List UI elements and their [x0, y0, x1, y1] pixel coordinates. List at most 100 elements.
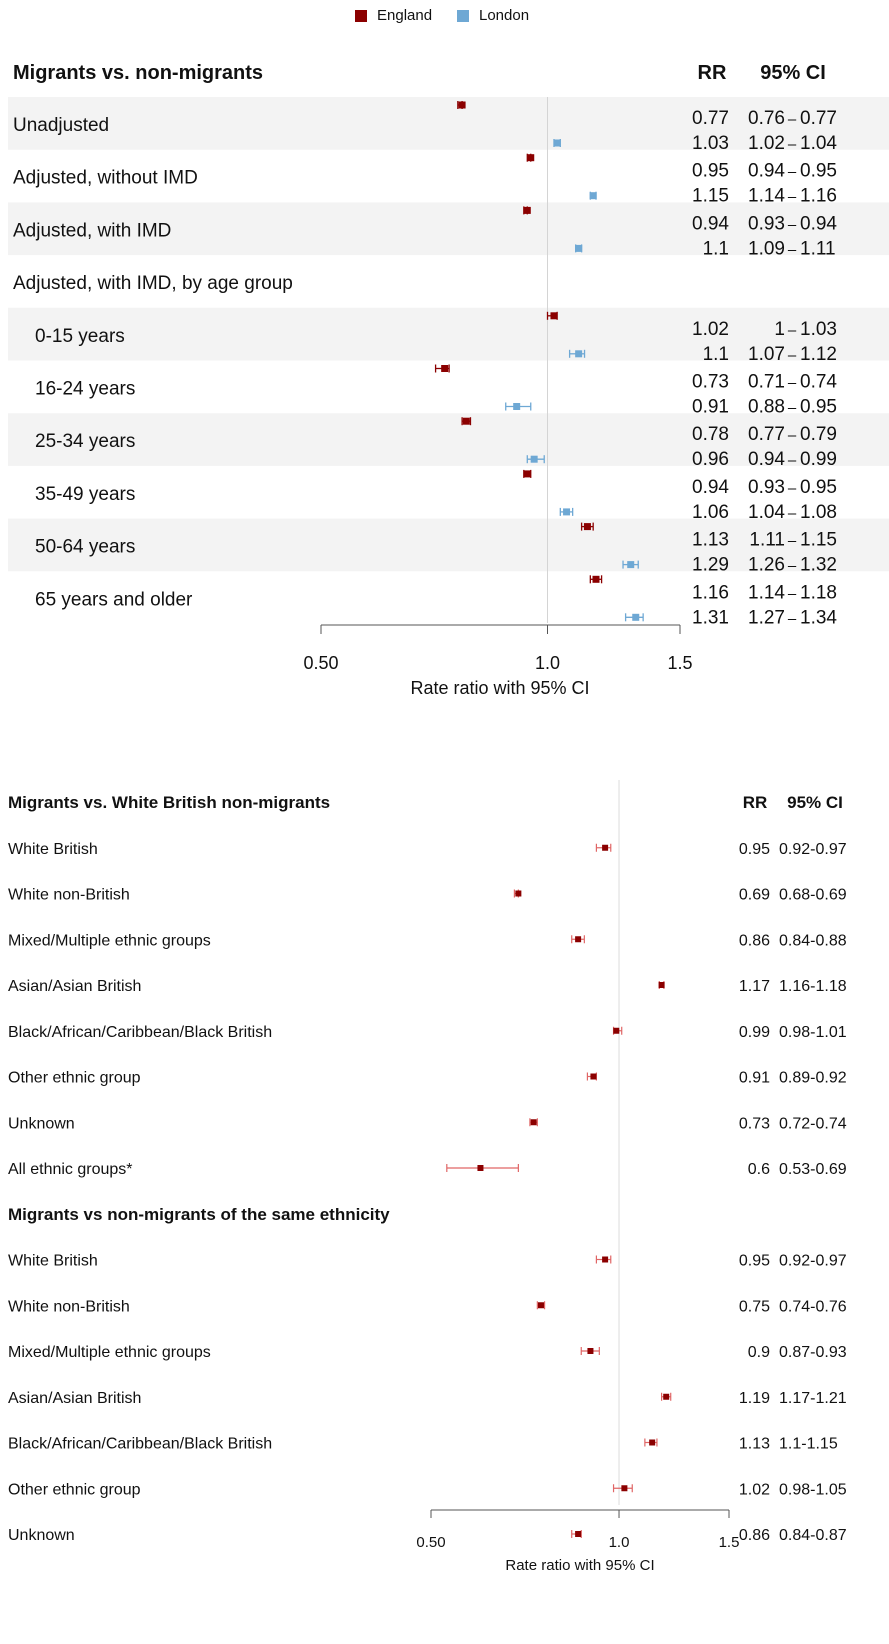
- row-label-white-non-british-1: White non-British: [8, 887, 130, 904]
- forest-plot-migrants-vs-non-migrants: Migrants vs. non-migrants RR 95% CI Unadjus…: [8, 62, 889, 698]
- ci-lower-unadjusted-england: 0.76: [748, 108, 785, 129]
- ci-lower-65-years-and-older-london: 1.27: [748, 607, 785, 628]
- row-label-adjusted-with-imd: Adjusted, with IMD: [13, 220, 171, 241]
- point-estimate-white-british-0: [602, 844, 609, 851]
- ci-lower-16-24-years-london: 0.88: [748, 397, 785, 418]
- point-estimate-35-49-years-london: [563, 508, 571, 516]
- ci-value-black-african-caribbean-black-british-4: 0.98-1.01: [779, 1024, 847, 1041]
- point-estimate-all-ethnic-groups-7: [477, 1165, 484, 1171]
- point-estimate-25-34-years-london: [530, 455, 538, 463]
- ci-lower-0-15-years-england: 1: [774, 319, 785, 340]
- ci-upper-16-24-years-london: 0.95: [800, 397, 837, 418]
- point-estimate-mixed-multiple-ethnic-groups-2: [575, 936, 582, 943]
- x-tick-label-2: 1.5: [667, 653, 692, 673]
- ci-dash-50-64-years-london: –: [788, 558, 797, 575]
- column-header-rr: RR: [698, 62, 727, 84]
- ci-value-all-ethnic-groups-7: 0.53-0.69: [779, 1161, 847, 1178]
- rr-value-50-64-years-london: 1.29: [692, 555, 729, 576]
- column-header-rr: RR: [743, 793, 768, 812]
- rr-value-adjusted-without-imd-england: 0.95: [692, 161, 729, 182]
- row-label-unknown-15: Unknown: [8, 1527, 75, 1544]
- ci-value-asian-asian-british-12: 1.17-1.21: [779, 1390, 847, 1407]
- rr-value-16-24-years-england: 0.73: [692, 372, 729, 393]
- ci-value-unknown-15: 0.84-0.87: [779, 1527, 847, 1544]
- ci-dash-25-34-years-england: –: [788, 427, 797, 444]
- ci-dash-unadjusted-london: –: [788, 136, 797, 153]
- row-label-white-non-british-10: White non-British: [8, 1298, 130, 1315]
- row-label-0-15-years: 0-15 years: [35, 326, 125, 347]
- ci-dash-adjusted-without-imd-london: –: [788, 189, 797, 206]
- ci-lower-adjusted-without-imd-london: 1.14: [748, 186, 785, 207]
- point-estimate-unadjusted-london: [553, 139, 561, 147]
- legend-item-england: England: [355, 7, 432, 24]
- row-label-black-african-caribbean-black-british-4: Black/African/Caribbean/Black British: [8, 1024, 272, 1041]
- rr-value-black-african-caribbean-black-british-13: 1.13: [739, 1436, 770, 1453]
- row-label-other-ethnic-group-14: Other ethnic group: [8, 1481, 141, 1498]
- point-estimate-black-african-caribbean-black-british-13: [649, 1439, 656, 1446]
- point-estimate-adjusted-without-imd-london: [589, 192, 597, 200]
- ci-upper-50-64-years-england: 1.15: [800, 530, 837, 551]
- ci-lower-adjusted-with-imd-london: 1.09: [748, 238, 785, 259]
- row-label-35-49-years: 35-49 years: [35, 484, 135, 505]
- point-estimate-white-non-british-1: [515, 890, 522, 897]
- rr-value-white-non-british-1: 0.69: [739, 887, 770, 904]
- row-label-all-ethnic-groups-7: All ethnic groups*: [8, 1161, 133, 1178]
- row-label-asian-asian-british-3: Asian/Asian British: [8, 978, 141, 995]
- rr-value-unknown-6: 0.73: [739, 1115, 770, 1132]
- ci-value-asian-asian-british-3: 1.16-1.18: [779, 978, 847, 995]
- x-tick-label-0: 0.50: [416, 1534, 445, 1551]
- row-label-adjusted-with-imd-by-age-group: Adjusted, with IMD, by age group: [13, 273, 293, 294]
- rr-value-white-british-9: 0.95: [739, 1253, 770, 1270]
- point-estimate-0-15-years-london: [575, 350, 583, 358]
- rr-value-black-african-caribbean-black-british-4: 0.99: [739, 1024, 770, 1041]
- ci-lower-65-years-and-older-england: 1.14: [748, 582, 785, 603]
- rr-value-white-non-british-10: 0.75: [739, 1298, 770, 1315]
- ci-dash-0-15-years-england: –: [788, 322, 797, 339]
- row-label-black-african-caribbean-black-british-13: Black/African/Caribbean/Black British: [8, 1436, 272, 1453]
- ci-upper-35-49-years-london: 1.08: [800, 502, 837, 523]
- rr-value-adjusted-with-imd-england: 0.94: [692, 213, 729, 234]
- ci-dash-65-years-and-older-london: –: [788, 610, 797, 627]
- point-estimate-16-24-years-london: [513, 403, 521, 410]
- rr-value-35-49-years-england: 0.94: [692, 477, 729, 498]
- ci-upper-16-24-years-england: 0.74: [800, 372, 837, 393]
- rr-value-asian-asian-british-3: 1.17: [739, 978, 770, 995]
- ci-lower-25-34-years-england: 0.77: [748, 424, 785, 445]
- rr-value-35-49-years-london: 1.06: [692, 502, 729, 523]
- chart-title: Migrants vs. White British non-migrants: [8, 793, 330, 812]
- ci-value-mixed-multiple-ethnic-groups-11: 0.87-0.93: [779, 1344, 847, 1361]
- row-label-other-ethnic-group-5: Other ethnic group: [8, 1070, 141, 1087]
- point-estimate-35-49-years-england: [523, 470, 531, 478]
- rr-value-adjusted-with-imd-london: 1.1: [703, 238, 729, 259]
- column-header-ci: 95% CI: [787, 793, 843, 812]
- rr-value-16-24-years-london: 0.91: [692, 397, 729, 418]
- row-label-mixed-multiple-ethnic-groups-2: Mixed/Multiple ethnic groups: [8, 932, 211, 949]
- point-estimate-unadjusted-england: [458, 101, 466, 109]
- rr-value-mixed-multiple-ethnic-groups-2: 0.86: [739, 932, 770, 949]
- chart-title: Migrants vs. non-migrants: [13, 62, 263, 84]
- ci-value-white-non-british-1: 0.68-0.69: [779, 887, 847, 904]
- chart-legend: England London: [0, 4, 889, 28]
- ci-upper-adjusted-with-imd-london: 1.11: [800, 238, 836, 259]
- row-label-16-24-years: 16-24 years: [35, 379, 135, 400]
- legend-label-london: London: [479, 7, 530, 24]
- row-band: [8, 518, 889, 572]
- point-estimate-unknown-6: [530, 1119, 537, 1126]
- row-label-unknown-6: Unknown: [8, 1115, 75, 1132]
- ci-lower-50-64-years-england: 1.11: [749, 530, 785, 551]
- ci-upper-adjusted-without-imd-england: 0.95: [800, 161, 837, 182]
- ci-dash-35-49-years-england: –: [788, 480, 797, 497]
- point-estimate-65-years-and-older-england: [592, 575, 600, 583]
- ci-value-black-african-caribbean-black-british-13: 1.1-1.15: [779, 1436, 838, 1453]
- ci-dash-16-24-years-london: –: [788, 400, 797, 417]
- row-label-white-british-0: White British: [8, 841, 98, 858]
- row-label-mixed-multiple-ethnic-groups-11: Mixed/Multiple ethnic groups: [8, 1344, 211, 1361]
- rr-value-adjusted-without-imd-london: 1.15: [692, 186, 729, 207]
- rr-value-unadjusted-england: 0.77: [692, 108, 729, 129]
- ci-lower-35-49-years-london: 1.04: [748, 502, 785, 523]
- row-label-65-years-and-older: 65 years and older: [35, 589, 193, 610]
- point-estimate-asian-asian-british-3: [658, 982, 665, 988]
- ci-lower-unadjusted-london: 1.02: [748, 133, 785, 154]
- legend-swatch-england: [355, 9, 367, 22]
- point-estimate-adjusted-without-imd-england: [527, 154, 535, 162]
